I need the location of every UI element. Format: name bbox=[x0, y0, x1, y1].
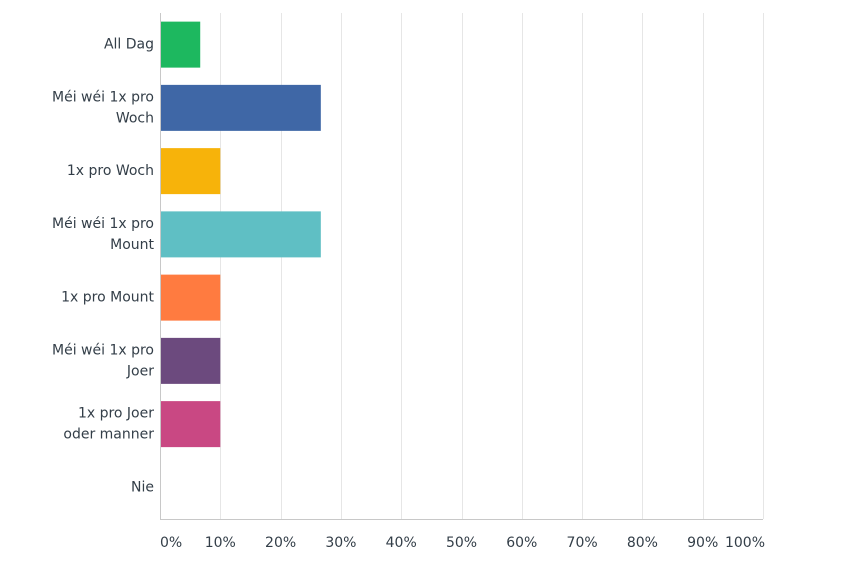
x-tick-label-20: 20% bbox=[265, 535, 296, 551]
category-label-line: 1x pro Woch bbox=[67, 163, 154, 179]
x-tick-label-0: 0% bbox=[160, 535, 182, 551]
bar-4[interactable] bbox=[161, 274, 221, 321]
category-label-2: 1x pro Woch bbox=[67, 163, 154, 179]
x-tick-label-80: 80% bbox=[627, 535, 658, 551]
x-tick-label-100: 100% bbox=[725, 535, 765, 551]
bar-0[interactable] bbox=[161, 21, 201, 68]
category-label-5: Méi wéi 1x pro Joer bbox=[52, 342, 154, 379]
category-label-1: Méi wéi 1x pro Woch bbox=[52, 89, 154, 126]
x-tick-label-10: 10% bbox=[205, 535, 236, 551]
x-tick-label-70: 70% bbox=[567, 535, 598, 551]
category-label-line: Joer bbox=[126, 363, 154, 379]
category-label-line: Woch bbox=[116, 110, 154, 126]
bar-6[interactable] bbox=[161, 401, 221, 448]
bar-1[interactable] bbox=[161, 84, 321, 131]
category-label-line: oder manner bbox=[63, 427, 154, 443]
x-tick-label-90: 90% bbox=[687, 535, 718, 551]
category-label-line: All Dag bbox=[104, 37, 154, 53]
category-label-6: 1x pro Joer oder manner bbox=[63, 406, 154, 443]
axes bbox=[160, 13, 763, 520]
category-label-line: Mount bbox=[110, 237, 154, 253]
category-label-7: Nie bbox=[131, 479, 154, 495]
category-label-line: Méi wéi 1x pro bbox=[52, 342, 154, 358]
x-tick-label-60: 60% bbox=[506, 535, 537, 551]
x-tick-label-50: 50% bbox=[446, 535, 477, 551]
bars bbox=[161, 21, 321, 448]
category-label-3: Méi wéi 1x pro Mount bbox=[52, 216, 154, 253]
category-label-line: 1x pro Mount bbox=[61, 290, 154, 306]
tick-labels: 0% 10% 20% 30% 40% 50% 60% 70% 80% 90% 100% bbox=[160, 535, 765, 551]
category-label-0: All Dag bbox=[104, 37, 154, 53]
x-tick-label-40: 40% bbox=[386, 535, 417, 551]
category-label-line: Méi wéi 1x pro bbox=[52, 89, 154, 105]
category-label-line: Méi wéi 1x pro bbox=[52, 216, 154, 232]
category-label-line: 1x pro Joer bbox=[78, 406, 154, 422]
category-labels: All Dag Méi wéi 1x pro Woch 1x pro Woch Méi … bbox=[52, 37, 154, 496]
bar-5[interactable] bbox=[161, 337, 221, 384]
category-label-line: Nie bbox=[131, 479, 154, 495]
x-tick-label-30: 30% bbox=[325, 535, 356, 551]
bar-3[interactable] bbox=[161, 211, 321, 258]
category-label-4: 1x pro Mount bbox=[61, 290, 154, 306]
bar-2[interactable] bbox=[161, 148, 221, 195]
